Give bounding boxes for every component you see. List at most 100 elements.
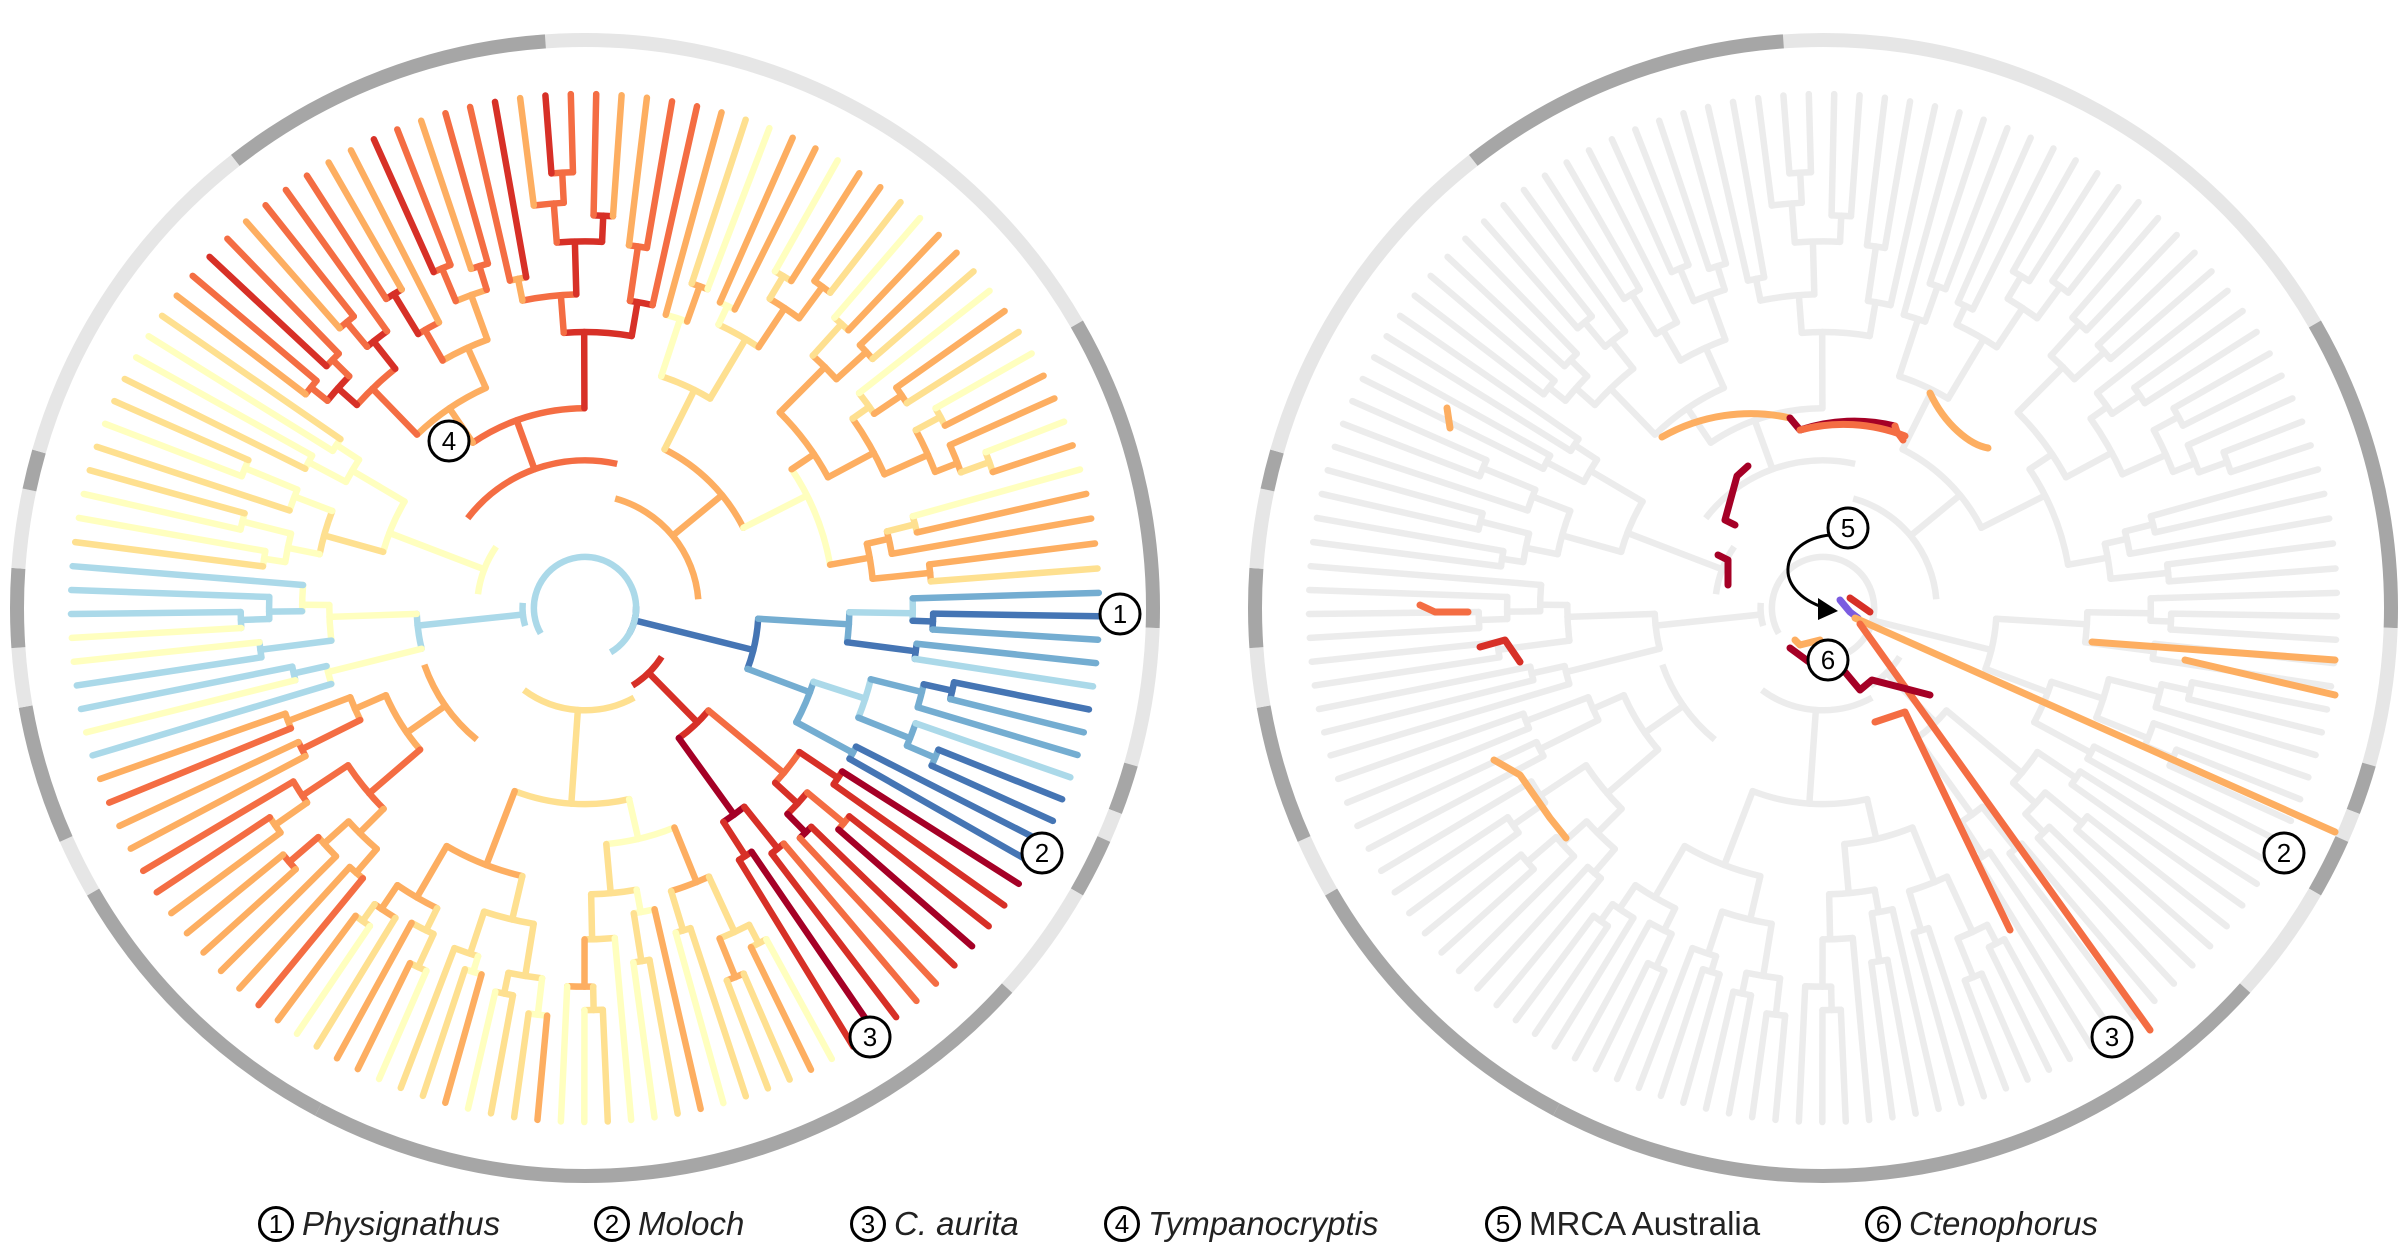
stem-branch: [1875, 890, 1879, 912]
tip-branch: [1708, 107, 1748, 281]
stem-branch: [1755, 420, 1773, 469]
tip-branch: [221, 856, 336, 971]
stem-branch: [355, 695, 386, 709]
stem-branch: [1867, 799, 1876, 839]
tip-branch: [2171, 629, 2337, 639]
stem-branch: [2154, 417, 2179, 430]
stem-branch: [1483, 468, 1535, 490]
tip-branch: [2151, 469, 2318, 516]
stem-branch: [1742, 973, 1746, 994]
stem-branch: [807, 793, 844, 823]
stem-branch: [1593, 695, 1624, 709]
stem-branch: [2045, 793, 2082, 823]
node-arc: [1868, 301, 1891, 305]
stem-branch: [407, 706, 446, 733]
clade-ring-segment: [1473, 41, 1783, 160]
legend-badge-2: 2: [594, 1206, 630, 1242]
stem-branch: [2051, 324, 2080, 356]
stem-branch: [1925, 286, 1938, 321]
clade-ring-segment: [1104, 812, 1115, 839]
stem-branch: [504, 973, 508, 994]
node-arc: [2125, 531, 2130, 553]
clade-arc: [1762, 690, 1872, 710]
stem-branch: [1611, 389, 1656, 435]
clade-ring-segment: [1556, 1110, 1823, 1176]
tip-branch: [1617, 971, 1664, 1079]
stem-branch: [1903, 390, 1933, 449]
stem-branch: [1792, 203, 1795, 242]
node-arc: [918, 684, 924, 707]
stem-branch: [1844, 844, 1848, 893]
stem-branch: [1799, 295, 1802, 333]
node-arc: [719, 325, 759, 348]
clade-arc: [1761, 603, 1764, 626]
marker-number: 3: [2105, 1022, 2119, 1052]
tip-branch: [1465, 239, 1576, 354]
stem-branch: [562, 173, 564, 203]
tip-branch: [210, 257, 327, 366]
stem-branch: [242, 521, 291, 533]
node-arc: [2091, 419, 2123, 475]
node-arc: [780, 412, 828, 477]
stem-branch: [1567, 614, 1654, 617]
stem-branch: [1997, 308, 2023, 347]
legend: 1 Physignathus 2 Moloch 3 C. aurita 4 Ty…: [0, 1198, 2405, 1256]
legend-item-6: 6 Ctenophorus: [1865, 1202, 2098, 1246]
stem-branch: [2111, 573, 2169, 579]
node-arc: [357, 369, 395, 405]
stem-branch: [1909, 891, 1921, 930]
tip-branch: [1497, 878, 1601, 1005]
stem-branch: [1480, 521, 1529, 533]
tip-branch: [470, 107, 510, 281]
clade-ring-segment: [2369, 628, 2391, 765]
clade-ring-segment: [29, 451, 39, 489]
stem-branch: [302, 765, 348, 795]
marker-mrca-australia: 5: [1828, 508, 1868, 548]
tip-branch: [1374, 357, 1550, 455]
stem-branch: [352, 471, 404, 502]
node-arc: [661, 376, 710, 398]
stem-branch: [792, 454, 814, 469]
stem-branch: [2173, 463, 2195, 472]
node-arc: [887, 531, 892, 553]
node-arc: [473, 408, 585, 442]
stem-branch: [2034, 722, 2091, 753]
node-arc: [522, 294, 576, 300]
tip-branch: [933, 629, 1099, 639]
stem-branch: [629, 799, 638, 839]
stem-branch: [328, 649, 422, 672]
tip-branch: [1965, 981, 2006, 1089]
stem-branch: [1562, 535, 1621, 551]
stem-branch: [332, 360, 349, 376]
stem-branch: [961, 462, 989, 472]
marker-number: 3: [863, 1022, 877, 1052]
node-arc: [2018, 412, 2066, 477]
stem-branch: [649, 673, 698, 723]
stem-branch: [1619, 885, 1635, 909]
stem-branch: [288, 697, 350, 721]
stem-branch: [708, 711, 783, 773]
clade-ring-segment: [66, 839, 93, 892]
tip-branch: [800, 838, 936, 984]
marker-number: 6: [1821, 645, 1835, 675]
stem-branch: [2151, 621, 2171, 622]
tip-branch: [613, 95, 622, 216]
clade-ring-segment: [1264, 707, 1304, 839]
node-arc: [1655, 614, 1660, 649]
stem-branch: [674, 828, 696, 883]
stem-branch: [418, 934, 433, 967]
stem-branch: [1547, 462, 1584, 482]
stem-branch: [2199, 462, 2227, 472]
stem-branch: [471, 295, 487, 340]
stem-branch: [417, 846, 447, 897]
tip-branch: [929, 543, 1095, 564]
node-arc: [1595, 369, 1633, 405]
node-arc: [1621, 502, 1642, 552]
stem-branch: [632, 302, 638, 336]
legend-badge-1: 1: [258, 1206, 294, 1242]
stem-branch: [538, 978, 542, 1014]
stem-branch: [2068, 558, 2108, 565]
stem-branch: [1724, 791, 1752, 865]
node-arc: [1899, 376, 1948, 398]
